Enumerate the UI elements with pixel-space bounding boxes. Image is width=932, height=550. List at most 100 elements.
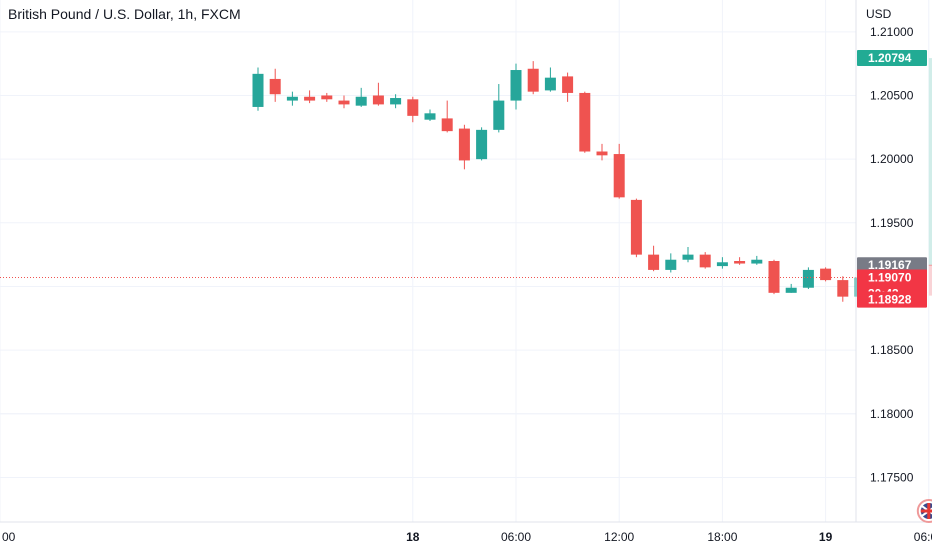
candle-down — [338, 95, 350, 109]
candle-body — [458, 128, 470, 161]
candle-body — [441, 118, 453, 132]
candle-down — [648, 245, 660, 272]
price-badge-entry: 1.19167 — [857, 257, 927, 274]
badge-bg — [857, 50, 927, 67]
time-tick-label: 06:00 — [914, 530, 932, 544]
candle-body — [785, 287, 797, 293]
candle-body — [527, 68, 539, 92]
candle-body — [476, 129, 488, 160]
candle-up — [785, 283, 797, 293]
candle-body — [372, 95, 384, 105]
profit-zone[interactable] — [928, 58, 932, 266]
price-tick-label: 1.20000 — [870, 152, 914, 166]
candle-body — [304, 96, 316, 101]
candle-body — [665, 259, 677, 270]
price-tick-label: 1.17500 — [870, 470, 914, 484]
price-badge-stop: 1.18928 — [857, 291, 927, 308]
candle-body — [544, 77, 556, 91]
candle-down — [596, 143, 608, 161]
candle-down — [441, 100, 453, 133]
time-tick-label: 18:00 — [707, 530, 737, 544]
candle-body — [699, 254, 711, 268]
price-tick-label: 1.19500 — [870, 216, 914, 230]
badge-price: 1.20794 — [868, 51, 912, 65]
candle-body — [820, 268, 832, 281]
candle-down — [562, 72, 574, 102]
symbol-title: British Pound / U.S. Dollar, 1h, FXCM — [8, 6, 241, 22]
candle-body — [596, 151, 608, 156]
candle-body — [321, 95, 333, 100]
badge-price: 1.18928 — [868, 293, 912, 307]
candle-down — [458, 124, 470, 170]
price-tick-label: 1.20500 — [870, 88, 914, 102]
candle-down — [820, 267, 832, 282]
candle-body — [768, 261, 780, 293]
badge-bg — [857, 257, 927, 274]
candle-down — [768, 259, 780, 295]
candle-body — [390, 98, 402, 105]
candle-body — [716, 262, 728, 267]
candle-down — [372, 82, 384, 106]
candle-down — [734, 257, 746, 265]
time-tick-label: 00 — [2, 530, 16, 544]
position-tool[interactable] — [928, 58, 932, 296]
candle-up — [682, 246, 694, 263]
candle-up — [476, 127, 488, 161]
time-tick-label: 19 — [819, 530, 833, 544]
candle-down — [321, 92, 333, 102]
candle-up — [286, 91, 298, 106]
candle-down — [699, 252, 711, 269]
candle-up — [751, 255, 763, 265]
candle-body — [613, 154, 625, 198]
candle-body — [751, 259, 763, 264]
candle-body — [286, 96, 298, 101]
economic-events[interactable] — [916, 499, 932, 523]
candle-up — [510, 63, 522, 110]
candle-down — [304, 90, 316, 104]
gb-flag-icon[interactable] — [916, 499, 932, 523]
time-tick-label: 12:00 — [604, 530, 634, 544]
stop-zone[interactable] — [928, 265, 932, 296]
candle-body — [682, 254, 694, 260]
badge-bg — [857, 291, 927, 308]
candle-body — [579, 92, 591, 152]
candle-body — [269, 78, 281, 95]
candle-body — [252, 73, 264, 107]
badge-price: 1.19070 — [868, 271, 912, 285]
badge-price: 1.19167 — [868, 258, 912, 272]
candle-body — [493, 100, 505, 130]
time-tick-label: 18 — [406, 530, 420, 544]
candle-body — [648, 254, 660, 270]
candle-up — [252, 67, 264, 111]
candle-up — [665, 253, 677, 273]
candle-body — [802, 269, 814, 288]
price-axis[interactable]: 1.21000 1.20500 1.20000 1.19500 1.18500 1.180… — [870, 25, 914, 485]
candle-up — [802, 267, 814, 290]
candle-body — [510, 70, 522, 101]
price-tick-label: 1.18000 — [870, 407, 914, 421]
price-tick-label: 1.21000 — [870, 25, 914, 39]
candle-up — [716, 257, 728, 269]
price-tick-label: 1.18500 — [870, 343, 914, 357]
candles — [252, 61, 883, 302]
candle-body — [837, 280, 849, 297]
candle-body — [355, 96, 367, 106]
candle-body — [630, 199, 642, 255]
candle-down — [630, 198, 642, 258]
price-badge-top: 1.20794 — [857, 50, 927, 67]
time-tick-label: 06:00 — [501, 530, 531, 544]
candle-body — [562, 76, 574, 93]
flag-cross — [927, 503, 931, 519]
candle-down — [579, 91, 591, 153]
candle-body — [407, 99, 419, 116]
candle-up — [493, 84, 505, 133]
candle-down — [837, 276, 849, 302]
candle-body — [734, 261, 746, 264]
currency-label: USD — [866, 7, 892, 21]
candle-down — [407, 96, 419, 123]
candle-body — [424, 113, 436, 120]
